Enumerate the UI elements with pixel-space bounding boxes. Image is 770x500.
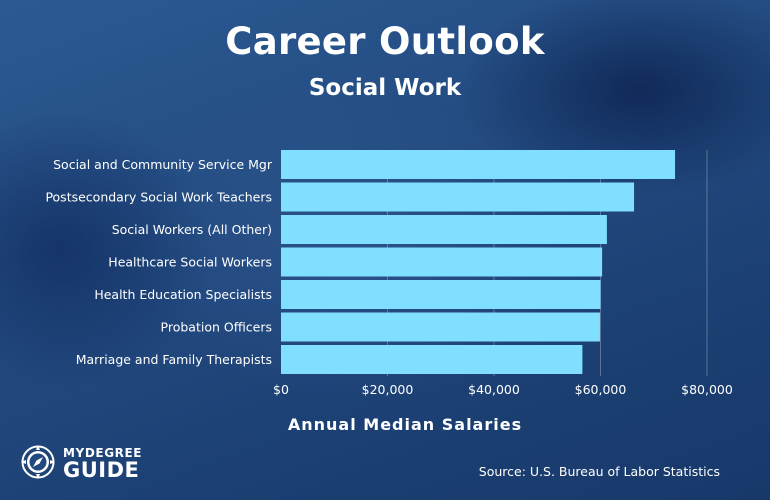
x-tick-label: $40,000 (468, 382, 520, 397)
bar (281, 182, 635, 212)
x-tick-label: $80,000 (681, 382, 733, 397)
logo-text-bottom: GUIDE (63, 458, 140, 482)
category-label: Marriage and Family Therapists (76, 352, 272, 367)
x-tick-label: $0 (273, 382, 289, 397)
x-tick-labels: $0 $20,000 $40,000 $60,000 $80,000 (273, 382, 733, 397)
bars (281, 150, 676, 374)
category-labels: Social and Community Service Mgr Postseco… (45, 157, 272, 367)
category-label: Postsecondary Social Work Teachers (45, 190, 272, 205)
bar (281, 312, 600, 342)
mydegreeguide-logo: MYDEGREE GUIDE (20, 440, 143, 484)
category-label: Social Workers (All Other) (112, 222, 272, 237)
x-tick-label: $20,000 (362, 382, 414, 397)
chart-title: Career Outlook (225, 20, 545, 63)
category-label: Probation Officers (161, 320, 272, 335)
bar (281, 247, 603, 277)
bar (281, 345, 583, 374)
bar (281, 215, 607, 244)
x-tick-label: $60,000 (575, 382, 627, 397)
category-label: Health Education Specialists (94, 287, 272, 302)
chart-subtitle: Social Work (308, 75, 462, 101)
category-label: Social and Community Service Mgr (53, 157, 273, 172)
x-axis-label: Annual Median Salaries (287, 415, 523, 434)
bar (281, 150, 676, 179)
source-note: Source: U.S. Bureau of Labor Statistics (478, 464, 720, 479)
bar-chart: Social and Community Service Mgr Postseco… (45, 150, 733, 397)
logo-text-top: MYDEGREE (63, 446, 143, 460)
category-label: Healthcare Social Workers (108, 255, 272, 270)
bar (281, 280, 601, 309)
compass-icon (21, 445, 55, 479)
